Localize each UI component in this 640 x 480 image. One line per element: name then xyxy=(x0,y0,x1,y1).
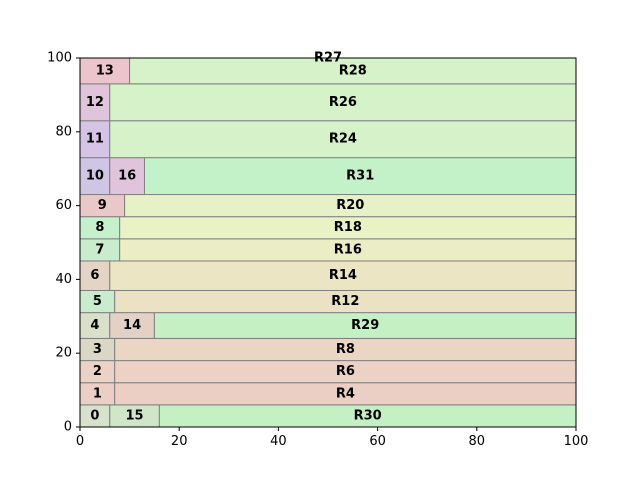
plot-frame xyxy=(79,57,577,428)
treemap-label-r28: R28 xyxy=(339,63,367,78)
treemap-label-6: 6 xyxy=(90,268,99,283)
treemap-rect-r24 xyxy=(109,120,577,159)
treemap-rect-r28 xyxy=(129,57,577,85)
treemap-labels: 0 15 R30 1 R4 2 R6 3 R8 4 14 R29 5 R12 6 R14 7 R16 8 R18 9 R2… xyxy=(86,51,382,424)
treemap-label-0: 0 xyxy=(90,408,99,423)
y-tick-label: 80 xyxy=(55,124,72,139)
treemap-label-r18: R18 xyxy=(334,220,362,235)
treemap-label-r31: R31 xyxy=(346,169,374,184)
y-tick-label: 20 xyxy=(55,346,72,361)
treemap-label-13: 13 xyxy=(96,63,114,78)
treemap-label-9: 9 xyxy=(98,198,107,213)
treemap-label-2: 2 xyxy=(93,364,102,379)
treemap-label-14: 14 xyxy=(123,318,141,333)
treemap-label-r14: R14 xyxy=(329,268,357,283)
y-tick-label: 0 xyxy=(64,420,72,435)
treemap-label-4: 4 xyxy=(90,318,99,333)
y-axis: 0 20 40 60 80 100 xyxy=(47,51,80,435)
treemap-label-12: 12 xyxy=(86,95,104,110)
treemap-label-8: 8 xyxy=(95,220,104,235)
y-tick-label: 60 xyxy=(55,198,72,213)
treemap-label-r4: R4 xyxy=(336,386,355,401)
treemap-rect-r14 xyxy=(109,260,577,291)
x-tick-label: 80 xyxy=(469,434,486,449)
treemap-rect-r31 xyxy=(143,157,577,196)
treemap-label-r24: R24 xyxy=(329,132,357,147)
x-tick-label: 20 xyxy=(171,434,188,449)
treemap-rects xyxy=(79,57,577,428)
y-tick-label: 100 xyxy=(47,51,72,66)
treemap-label-1: 1 xyxy=(93,386,102,401)
treemap-rect-r26 xyxy=(109,83,577,122)
treemap-label-7: 7 xyxy=(95,242,104,257)
treemap-label-5: 5 xyxy=(93,294,102,309)
x-tick-label: 0 xyxy=(76,434,84,449)
treemap-label-r12: R12 xyxy=(331,294,359,309)
treemap-label-r30: R30 xyxy=(354,408,382,423)
x-tick-label: 100 xyxy=(564,434,589,449)
treemap-label-r8: R8 xyxy=(336,342,355,357)
treemap-label-11: 11 xyxy=(86,132,104,147)
treemap-label-r16: R16 xyxy=(334,242,362,257)
x-tick-label: 40 xyxy=(270,434,287,449)
treemap-label-r26: R26 xyxy=(329,95,357,110)
x-tick-label: 60 xyxy=(369,434,386,449)
treemap-label-r29: R29 xyxy=(351,318,379,333)
treemap-label-r20: R20 xyxy=(336,198,364,213)
treemap-label-r6: R6 xyxy=(336,364,355,379)
y-tick-label: 40 xyxy=(55,272,72,287)
treemap-label-10: 10 xyxy=(86,169,104,184)
treemap-label-15: 15 xyxy=(126,408,144,423)
x-axis: 0 20 40 60 80 100 xyxy=(76,427,589,449)
treemap-label-16: 16 xyxy=(118,169,136,184)
treemap-label-3: 3 xyxy=(93,342,102,357)
treemap-rect-r29 xyxy=(153,312,577,339)
